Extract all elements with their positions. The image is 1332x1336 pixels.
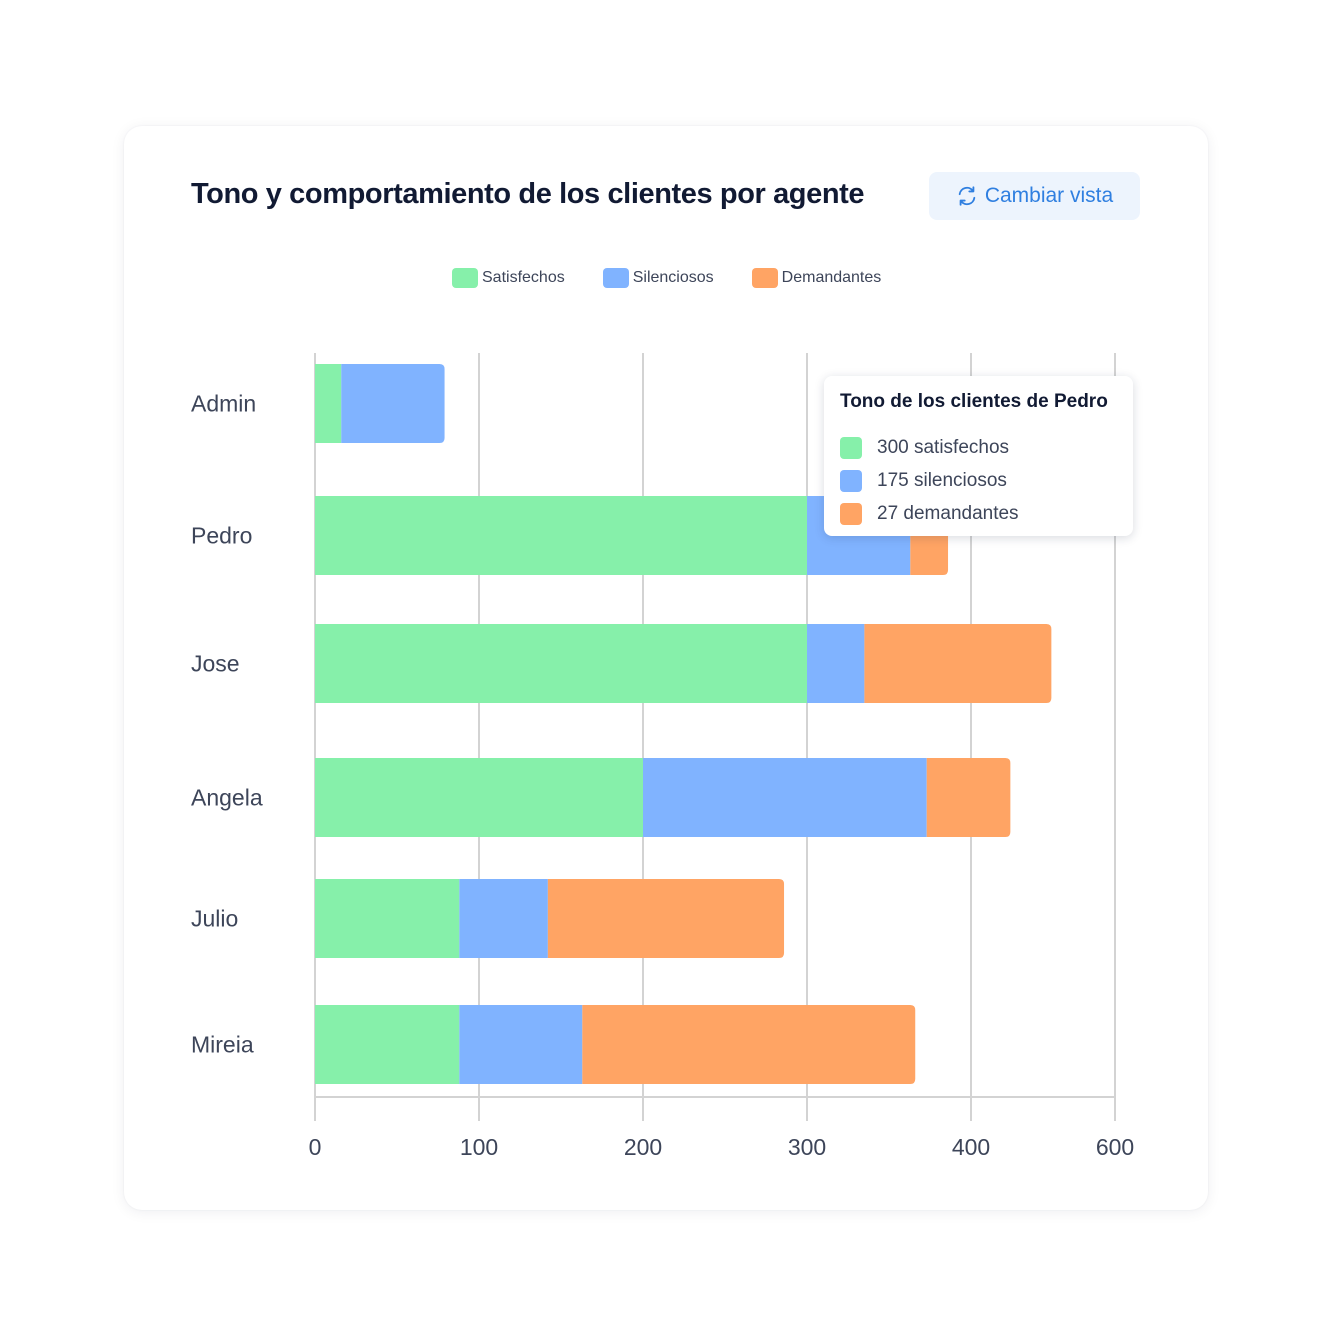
tooltip-row-demandantes: 27 demandantes [840,497,1117,530]
legend-item-demandantes[interactable]: Demandantes [751,268,882,288]
bar-jose-silenciosos [807,624,865,703]
refresh-icon [958,186,976,206]
bar-jose-demandantes [864,624,1052,703]
bar-mireia-satisfechos [315,1005,460,1084]
bar-angela-demandantes [926,758,1011,837]
x-tick-label-0: 0 [309,1134,322,1160]
bar-jose-satisfechos [315,624,807,703]
bar-mireia-silenciosos [459,1005,583,1084]
legend-swatch-demandantes [751,268,778,288]
bar-admin-satisfechos [315,364,342,443]
legend-label-satisfechos: Satisfechos [482,269,565,286]
bar-angela-silenciosos [643,758,927,837]
tooltip-text-demandantes: 27 demandantes [877,502,1019,524]
bar-julio-satisfechos [315,879,460,958]
bar-julio-demandantes [547,879,785,958]
x-tick-label-400: 400 [952,1134,990,1160]
legend-label-silenciosos: Silenciosos [632,269,714,286]
legend-swatch-satisfechos [452,268,478,288]
tooltip-swatch-satisfechos [840,436,862,459]
legend-swatch-silenciosos [602,268,629,288]
bar-pedro-satisfechos [315,496,807,575]
bar-admin-silenciosos [341,364,445,443]
tooltip-pedro: Tono de los clientes de Pedro 300 satisf… [824,376,1133,536]
tooltip-text-satisfechos: 300 satisfechos [877,436,1010,458]
y-label-julio: Julio [191,906,238,932]
tooltip-row-silenciosos: 175 silenciosos [840,464,1117,497]
y-label-mireia: Mireia [191,1032,254,1058]
y-label-jose: Jose [191,651,240,677]
tooltip-text-silenciosos: 175 silenciosos [877,469,1007,491]
y-label-angela: Angela [191,785,263,811]
legend-label-demandantes: Demandantes [781,269,882,286]
change-view-label: Cambiar vista [984,184,1114,207]
x-tick-label-300: 300 [788,1134,826,1160]
tooltip-swatch-silenciosos [840,469,862,492]
chart-title: Tono y comportamiento de los clientes po… [191,178,865,210]
bar-mireia-demandantes [582,1005,916,1084]
y-label-admin: Admin [191,391,256,417]
legend-item-silenciosos[interactable]: Silenciosos [602,268,714,288]
legend-item-satisfechos[interactable]: Satisfechos [452,268,565,288]
x-tick-label-200: 200 [624,1134,662,1160]
bar-julio-silenciosos [459,879,548,958]
bar-angela-satisfechos [315,758,643,837]
x-tick-label-600: 600 [1096,1134,1134,1160]
x-tick-label-100: 100 [460,1134,498,1160]
tooltip-title: Tono de los clientes de Pedro [840,391,1108,412]
y-label-pedro: Pedro [191,523,252,549]
tooltip-swatch-demandantes [840,502,862,525]
change-view-button[interactable]: Cambiar vista [929,172,1140,220]
tooltip-row-satisfechos: 300 satisfechos [840,431,1117,464]
legend: Satisfechos Silenciosos Demandantes [452,268,881,288]
